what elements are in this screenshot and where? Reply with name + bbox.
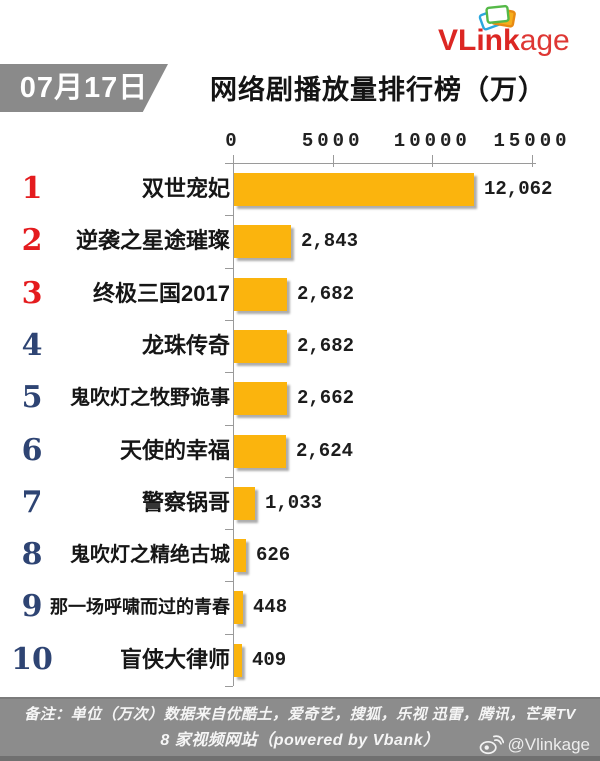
bar [234,382,287,416]
chart-row: 1 双世宠妃 12,062 [0,163,600,215]
drama-title: 逆袭之星途璀璨 [75,228,230,254]
bar [234,173,474,206]
bar [234,434,286,468]
drama-title: 终极三国2017 [93,280,230,306]
bar [234,277,287,311]
rank-number: 10 [11,641,53,677]
weibo-handle: @Vlinkage [507,734,590,754]
x-axis-tick [233,155,234,167]
value-label: 2,843 [301,230,359,253]
logo-bold-part: VLink [438,24,520,57]
chart-row: 4 龙珠传奇 2,682 [0,320,600,372]
footer-bottom-strip [0,756,600,761]
bar [234,486,255,520]
y-axis-tick [225,424,233,426]
value-label: 2,662 [297,387,355,410]
rank-number: 5 [21,380,43,416]
value-label: 2,682 [297,334,355,357]
bar [234,329,287,363]
drama-title: 鬼吹灯之牧野诡事 [70,387,230,410]
value-label: 2,624 [296,439,354,462]
x-axis-line [226,163,536,164]
rank-number: 7 [21,484,43,520]
chart-row: 5 鬼吹灯之牧野诡事 2,662 [0,372,600,424]
drama-title: 天使的幸福 [119,437,230,463]
x-axis-tick-label: 10000 [393,130,471,152]
chart-row: 6 天使的幸福 2,624 [0,425,600,477]
page-title: 网络剧播放量排行榜（万） [210,75,546,105]
y-axis-line [233,163,234,686]
chart-row: 2 逆袭之星途璀璨 2,843 [0,215,600,267]
rank-number: 6 [21,432,43,468]
value-label: 626 [256,544,291,567]
chart-row: 3 终极三国2017 2,682 [0,268,600,320]
y-axis-tick [225,686,233,687]
x-axis-tick-label: 5000 [301,130,364,152]
chart-row: 9 那一场呼啸而过的青春 448 [0,581,600,633]
x-axis-tick-label: 0 [225,130,241,152]
bar [234,539,246,573]
vlinkage-logo: VLinkage [434,2,584,60]
value-label: 12,062 [484,178,553,200]
chart-row: 10 盲侠大律师 409 [0,634,600,686]
bar [234,643,242,677]
y-axis-tick [225,163,233,164]
y-axis-tick [225,476,233,478]
drama-title: 警察锅哥 [141,489,230,515]
x-axis-tick [432,155,434,167]
rank-number: 2 [21,223,43,259]
logo-light-part: age [519,24,570,57]
y-axis-tick [225,215,233,217]
y-axis-tick [225,633,233,635]
y-axis-tick [225,319,233,321]
x-axis-tick [532,155,533,167]
drama-title: 龙珠传奇 [141,332,230,358]
rank-number: 9 [21,589,43,625]
y-axis-tick [225,267,233,269]
chart-row: 8 鬼吹灯之精绝古城 626 [0,529,600,581]
footer-note-line1: 备注：单位（万次）数据来自优酷土，爱奇艺，搜狐，乐视 迅雷，腾讯，芒果TV [24,706,576,723]
drama-title: 鬼吹灯之精绝古城 [70,544,230,567]
x-axis-tick [332,155,334,167]
stacked-cards-icon [478,4,516,31]
value-label: 409 [252,648,287,671]
y-axis-tick [225,529,233,531]
drama-title: 盲侠大律师 [119,646,230,672]
rank-number: 1 [21,171,43,206]
x-axis-tick-label: 15000 [493,130,571,152]
rank-number: 8 [21,537,43,573]
rank-number: 3 [21,275,43,311]
drama-title: 那一场呼啸而过的青春 [50,597,230,618]
weibo-credit: @Vlinkage [479,734,590,755]
y-axis-tick [225,581,233,583]
drama-title: 双世宠妃 [141,176,230,201]
weibo-icon [479,735,504,755]
logo-wordmark: VLinkage [438,26,570,56]
chart-row: 7 警察锅哥 1,033 [0,477,600,529]
value-label: 2,682 [297,282,355,305]
footer-note-band: 备注：单位（万次）数据来自优酷土，爱奇艺，搜狐，乐视 迅雷，腾讯，芒果TV 8 … [0,697,600,761]
value-label: 1,033 [265,491,323,514]
y-axis-tick [225,372,233,374]
value-label: 448 [253,596,288,619]
bar [234,591,243,625]
footer-note-line2: 8 家视频网站（powered by Vbank） [160,732,440,749]
bar [234,225,291,259]
date-badge: 07月17日 [0,64,168,112]
rank-number: 4 [21,327,43,363]
